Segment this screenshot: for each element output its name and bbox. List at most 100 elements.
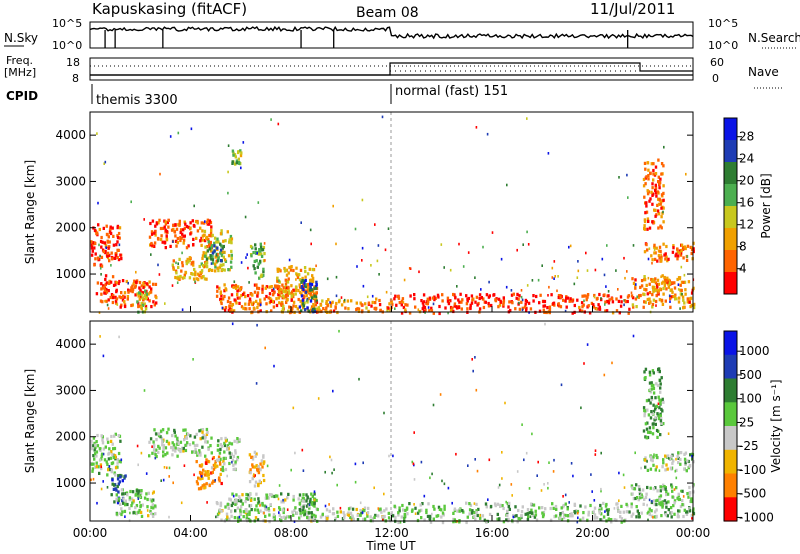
echo-cell-11 [670,483,673,487]
echo-cell-14 [578,305,581,310]
echo-cell-11 [286,298,289,302]
echo-cell-5 [233,439,236,443]
echo-cell-7 [230,503,234,508]
power-ylabel: Slant Range [km] [23,160,37,264]
echo-cell-10 [250,302,254,306]
echo-cell-9 [374,513,377,517]
echo-cell-13 [651,369,655,373]
echo-cell-9 [252,264,255,268]
echo-cell-14 [423,309,426,313]
echo-cell-5 [234,462,237,466]
freq-tick-top: 18 [66,56,80,69]
echo-cell-10 [559,513,562,517]
echo-cell-14 [516,292,519,296]
colorbar-step [724,449,737,475]
echo-cell-15 [648,297,651,301]
echo-cell-10 [244,302,247,306]
echo-cell-14 [400,303,403,307]
echo-cell-8 [315,498,318,503]
echo-cell-11 [666,514,669,518]
echo-cell-10 [600,518,604,522]
echo-cell-5 [215,458,219,462]
echo-cell-10 [441,511,445,515]
echo-cell-10 [398,520,402,524]
echo-cell-14 [487,301,490,306]
echo-cell-15 [680,288,683,292]
scatter-cell [543,483,545,486]
echo-cell-4 [175,227,179,231]
echo-cell-7 [306,516,309,520]
echo-cell-10 [554,514,558,518]
echo-cell-10 [405,507,409,511]
echo-cell-11 [306,272,310,276]
echo-cell-2 [152,498,155,502]
echo-cell-9 [262,270,265,274]
echo-cell-14 [529,307,533,311]
echo-cell-6 [211,261,215,265]
echo-cell-3 [140,301,143,305]
echo-cell-10 [391,514,395,518]
echo-cell-15 [650,279,654,283]
scatter-cell [604,303,606,306]
echo-cell-16 [653,251,656,255]
scatter-cell [102,480,104,483]
echo-cell-10 [290,298,293,302]
echo-cell-7 [225,518,228,522]
scatter-cell [245,256,247,259]
echo-cell-8 [313,492,316,496]
echo-cell-14 [408,311,412,315]
echo-cell-5 [200,276,203,280]
echo-cell-7 [255,492,258,496]
echo-cell-11 [306,300,309,304]
echo-cell-14 [527,301,531,305]
echo-cell-12 [677,456,680,460]
echo-cell-15 [679,292,683,296]
echo-cell-0 [114,466,118,470]
scatter-cell [480,288,482,291]
echo-cell-2 [133,279,136,283]
echo-cell-16 [660,259,663,263]
echo-cell-14 [538,301,541,305]
echo-cell-0 [112,234,115,238]
echo-cell-5 [236,455,240,460]
echo-cell-2 [138,494,141,498]
echo-cell-6 [219,263,222,267]
echo-cell-3 [155,438,158,442]
echo-cell-5 [221,465,224,469]
scatter-cell [231,322,234,326]
echo-cell-10 [443,504,446,508]
echo-cell-15 [668,281,671,285]
echo-cell-12 [651,459,654,463]
echo-cell-7 [265,493,269,497]
scatter-cell [420,460,423,464]
echo-cell-4 [166,220,169,225]
scatter-cell [370,264,372,267]
echo-cell-12 [313,294,316,298]
echo-cell-10 [406,512,409,516]
echo-cell-14 [550,293,553,297]
scatter-cell [110,264,112,267]
echo-cell-10 [452,511,455,515]
echo-cell-10 [265,294,268,299]
echo-cell-10 [248,307,251,311]
echo-cell-14 [480,296,483,300]
echo-cell-5 [172,267,175,271]
echo-cell-4 [153,241,157,245]
echo-cell-5 [226,444,230,448]
echo-cell-15 [637,295,640,299]
echo-cell-2 [135,489,139,493]
echo-cell-14 [426,297,429,301]
echo-cell-13 [650,397,654,401]
echo-cell-15 [684,292,687,296]
echo-cell-14 [426,302,429,306]
echo-cell-11 [638,492,642,496]
echo-cell-0 [98,471,101,475]
scatter-cell [124,515,126,518]
echo-cell-7 [299,514,303,518]
echo-cell-13 [650,381,653,385]
echo-cell-4 [194,219,198,224]
echo-cell-14 [469,303,472,307]
echo-cell-17 [645,204,648,208]
echo-cell-7 [308,506,311,510]
echo-cell-2 [123,509,127,513]
